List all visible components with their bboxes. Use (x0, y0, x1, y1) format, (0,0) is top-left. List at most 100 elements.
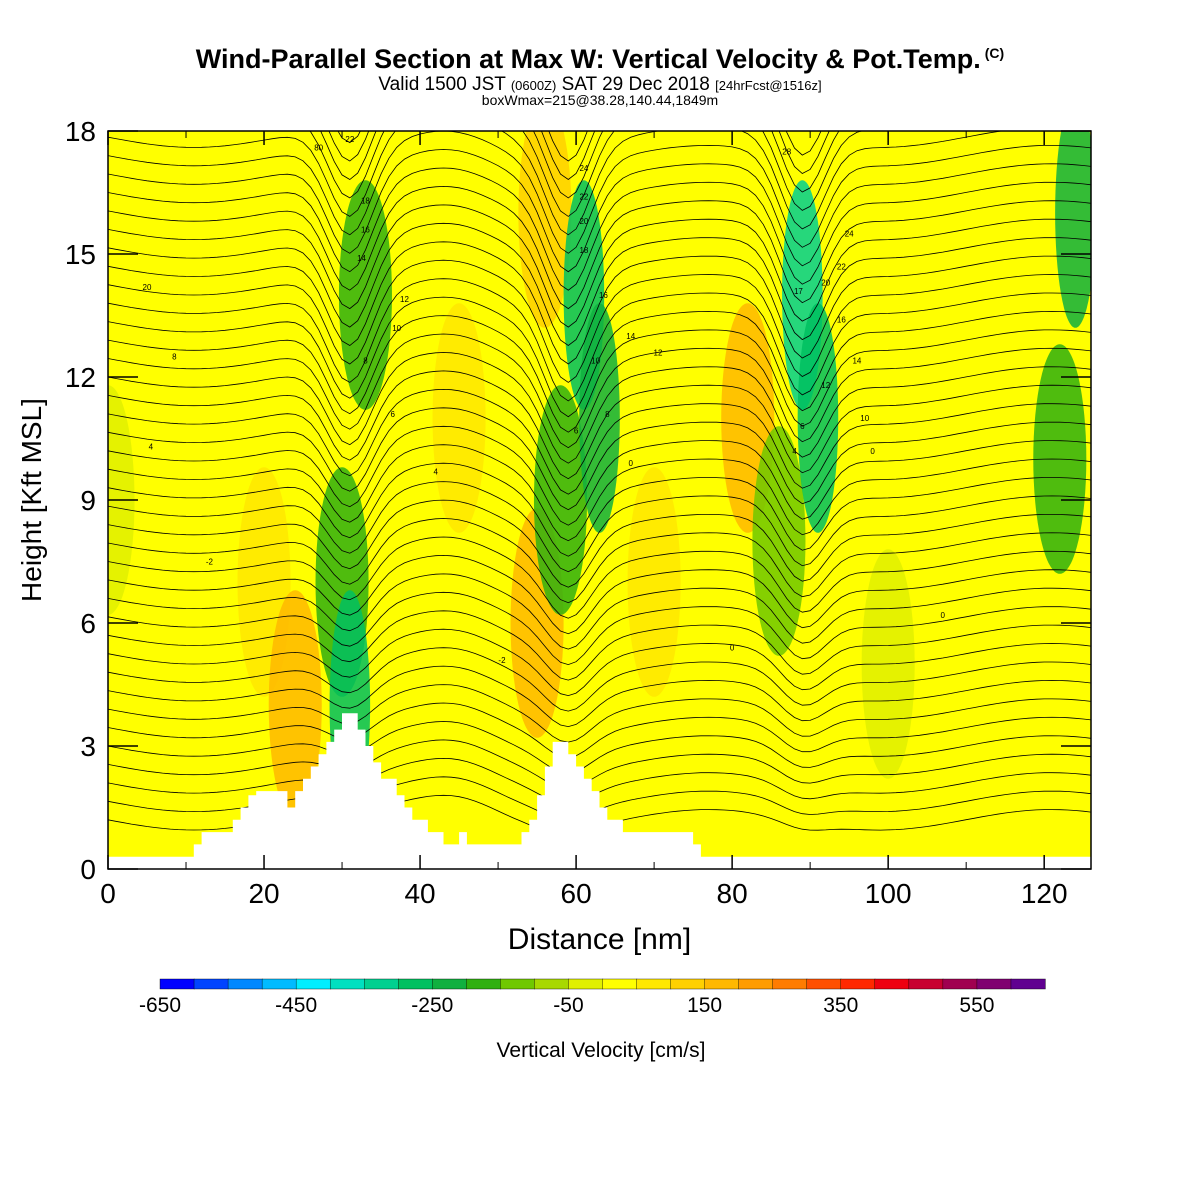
isentrope-line (108, 518, 1091, 604)
contour-label: 8 (363, 357, 368, 366)
velocity-cell (627, 467, 681, 697)
contour-label: 0 (870, 447, 875, 456)
contour-label: 22 (345, 135, 354, 144)
x-tick-label: 80 (717, 878, 748, 909)
colorbar-swatch (908, 978, 944, 990)
isentrope-line (108, 425, 1091, 526)
contour-label: 10 (591, 357, 600, 366)
colorbar-swatch (806, 978, 842, 990)
x-tick-label: 60 (561, 878, 592, 909)
isentrope-line (108, 665, 1091, 728)
colorbar: -650 -450 -250 -50 150 350 550 Vertical Velocit… (139, 978, 1046, 1062)
isentrope-line (309, 131, 864, 217)
y-tick-label: 15 (65, 239, 96, 270)
isentrope-line (108, 185, 1091, 310)
colorbar-swatch (670, 978, 706, 990)
velocity-cell (432, 303, 486, 533)
colorbar-tick-label: -250 (411, 994, 453, 1017)
colorbar-swatch (500, 978, 536, 990)
contour-label: 14 (357, 254, 366, 263)
terrain (108, 713, 1091, 869)
colorbar-swatch (840, 978, 876, 990)
colorbar-swatch (398, 978, 433, 990)
isentrope-line (108, 462, 1091, 557)
contour-label: 12 (654, 348, 663, 357)
colorbar-swatch (329, 978, 365, 990)
isentrope-line (108, 739, 1091, 790)
colorbar-swatch (874, 978, 910, 990)
colorbar-swatch (772, 978, 808, 990)
colorbar-tick-label: -450 (275, 994, 317, 1017)
contour-label: 20 (143, 283, 152, 292)
x-tick-label: 0 (100, 878, 116, 909)
plot-area: 2084-2-280221816141210864242220181614121… (108, 131, 1091, 869)
colorbar-swatch (1010, 978, 1046, 990)
contour-label: 8 (605, 410, 610, 419)
contour-label: 4 (433, 467, 438, 476)
contour-label: 80 (314, 143, 323, 152)
contour-label: 16 (361, 225, 370, 234)
isentrope-line (108, 131, 1004, 236)
y-tick-label: 6 (80, 608, 96, 639)
y-tick-label: 18 (65, 116, 96, 147)
colorbar-swatch (602, 978, 638, 990)
contour-label: -2 (498, 656, 506, 665)
contour-label: 22 (837, 262, 846, 271)
isentrope-line (108, 241, 1091, 365)
isentrope-line (108, 499, 1091, 588)
contour-label: 10 (392, 324, 401, 333)
contour-label: 22 (579, 193, 588, 202)
colorbar-swatch (227, 978, 263, 990)
contour-label: 20 (579, 217, 588, 226)
y-tick-label: 9 (80, 485, 96, 516)
colorbar-swatch (466, 978, 501, 990)
contour-label: 14 (626, 332, 635, 341)
isentrope-line (108, 721, 1091, 774)
x-tick-label: 40 (404, 878, 435, 909)
colorbar-swatch (738, 978, 774, 990)
forecast-tag: [24hrFcst@1516z] (715, 78, 822, 93)
valid-date: SAT 29 Dec 2018 (561, 74, 710, 95)
colorbar-tick-label: -50 (553, 994, 583, 1017)
colorbar-tick-label: -650 (139, 994, 181, 1017)
contour-label: -2 (206, 558, 214, 567)
contour-label: 28 (782, 148, 791, 157)
colorbar-tick-label: 150 (687, 994, 722, 1017)
colorbar-label: Vertical Velocity [cm/s] (497, 1039, 706, 1062)
colorbar-tick-label: 350 (823, 994, 858, 1017)
velocity-cell (797, 303, 839, 533)
velocity-cell (752, 426, 806, 656)
colorbar-swatch (159, 978, 195, 990)
chart-title: Wind-Parallel Section at Max W: Vertical… (0, 44, 1200, 75)
isentropes (108, 131, 1091, 836)
velocity-field: 2084-2-280221816141210864242220181614121… (108, 131, 1091, 869)
colorbar-swatch (295, 978, 331, 990)
contour-label: 12 (400, 295, 409, 304)
isentrope-line (108, 481, 1091, 573)
colorbar-swatch (568, 978, 604, 990)
x-tick-label: 20 (248, 878, 279, 909)
contour-label: 18 (361, 197, 370, 206)
colorbar-swatch (534, 978, 570, 990)
isentrope-line (108, 315, 1091, 433)
isentrope-line (108, 204, 1091, 328)
isentrope-line (108, 702, 1091, 759)
isentrope-line (108, 444, 1091, 542)
x-tick-label: 100 (865, 878, 912, 909)
contour-label: 10 (860, 414, 869, 423)
isentrope-line (108, 352, 1091, 464)
velocity-cell (579, 303, 620, 533)
isentrope-line (108, 573, 1091, 650)
colorbar-swatch (261, 978, 297, 990)
chart-subtitle: Valid 1500 JST (0600Z) SAT 29 Dec 2018 [… (0, 74, 1200, 96)
y-tick-label: 0 (80, 854, 96, 885)
isentrope-line (108, 333, 1091, 449)
contour-label: 0 (941, 611, 946, 620)
isentrope-line (108, 536, 1091, 619)
valid-time: Valid 1500 JST (378, 74, 506, 95)
isentrope-line (108, 149, 1091, 273)
contour-label: 0 (628, 459, 633, 468)
colorbar-swatch (636, 978, 672, 990)
contour-label: 0 (730, 644, 735, 653)
